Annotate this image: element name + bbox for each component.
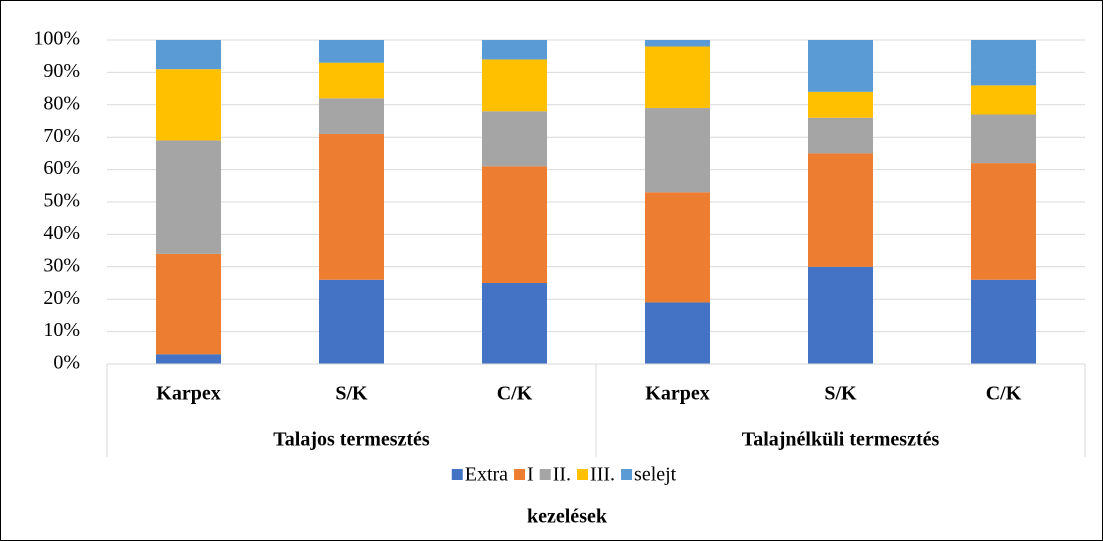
bar-segment — [808, 153, 873, 267]
bar-segment — [156, 69, 221, 141]
bar-segment — [319, 62, 384, 99]
x-axis-title: kezelések — [527, 506, 608, 528]
legend-label: selejt — [634, 464, 677, 486]
bar-segment — [971, 279, 1036, 364]
x-tick-label: Karpex — [645, 383, 709, 405]
bar-segment — [319, 133, 384, 280]
bar-segment — [156, 40, 221, 70]
y-tick-label: 40% — [43, 222, 80, 244]
legend-label: I — [527, 464, 534, 486]
y-tick-label: 90% — [43, 60, 80, 82]
y-tick-label: 80% — [43, 92, 80, 114]
group-label: Talajnélküli termesztés — [742, 429, 940, 451]
y-tick-label: 50% — [43, 190, 80, 212]
y-tick-label: 0% — [53, 352, 80, 374]
bar-segment — [156, 354, 221, 364]
bar-segment — [319, 40, 384, 63]
bar-segment — [482, 166, 547, 283]
bar-segment — [808, 117, 873, 154]
x-tick-label: C/K — [497, 383, 533, 405]
bar-segment — [808, 266, 873, 364]
bar-segment — [645, 108, 710, 193]
legend-marker — [539, 469, 551, 480]
bar-segment — [482, 283, 547, 364]
y-tick-label: 20% — [43, 287, 80, 309]
legend-label: III. — [590, 464, 615, 486]
y-tick-label: 70% — [43, 125, 80, 147]
bar-segment — [319, 98, 384, 134]
y-tick-label: 100% — [33, 28, 80, 50]
x-tick-label: C/K — [986, 383, 1022, 405]
legend-marker — [621, 469, 633, 480]
x-tick-label: Karpex — [156, 383, 220, 405]
bar-segment — [971, 40, 1036, 86]
bar-segment — [156, 140, 221, 254]
bar-segment — [482, 111, 547, 167]
bar-segment — [645, 40, 710, 47]
bar-segment — [971, 114, 1036, 164]
bar-segment — [645, 302, 710, 364]
x-tick-label: S/K — [335, 383, 368, 405]
y-tick-label: 10% — [43, 319, 80, 341]
bar-segment — [808, 40, 873, 92]
y-tick-label: 30% — [43, 254, 80, 276]
bar-segment — [971, 85, 1036, 115]
legend-marker — [514, 469, 526, 480]
x-tick-label: S/K — [824, 383, 857, 405]
legend-marker — [451, 469, 463, 480]
bar-segment — [645, 192, 710, 303]
legend-marker — [577, 469, 589, 480]
bar-segment — [482, 59, 547, 112]
legend-label: II. — [553, 464, 571, 486]
bar-segment — [971, 163, 1036, 280]
bar-segment — [156, 253, 221, 355]
bar-segment — [482, 40, 547, 60]
bar-segment — [319, 279, 384, 364]
legend-label: Extra — [465, 464, 508, 486]
bar-segment — [808, 91, 873, 118]
group-label: Talajos termesztés — [273, 429, 430, 451]
bar-segment — [645, 46, 710, 109]
y-tick-label: 60% — [43, 157, 80, 179]
